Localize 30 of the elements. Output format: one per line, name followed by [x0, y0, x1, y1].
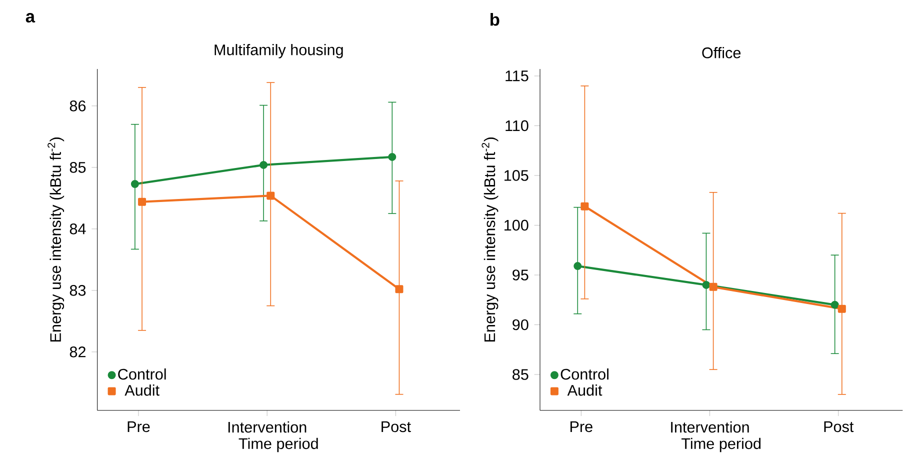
y-tick-label: 105: [504, 170, 528, 181]
y-tick-label: 86: [70, 100, 86, 112]
legend-label: Control: [118, 368, 166, 380]
y-tick-label: 84: [70, 223, 86, 234]
text: a: [26, 13, 36, 23]
y-tick-label: 90: [512, 319, 528, 330]
legend-label: Audit: [124, 384, 160, 396]
legend-label: Control: [560, 368, 608, 380]
y-tick-label: 83: [70, 284, 86, 296]
x-axis-title: Time period: [238, 438, 318, 452]
x-axis-title: Time period: [681, 438, 761, 452]
x-tick-label: Intervention: [228, 421, 306, 433]
legend-label: Audit: [567, 384, 602, 396]
y-tick-label: 110: [506, 120, 528, 132]
x-tick-label: Pre: [128, 421, 150, 432]
y-tick-label: 82: [70, 346, 86, 358]
text: b: [490, 13, 500, 26]
y-tick-label: 85: [512, 369, 528, 380]
x-tick-label: Post: [382, 421, 411, 432]
y-tick-label: 100: [504, 220, 528, 231]
x-tick-label: Intervention: [671, 421, 749, 433]
chart-title: Office: [702, 47, 741, 58]
y-axis-title: Energy use intensity (kBtu ft$^{-2}$): [482, 138, 498, 342]
y-tick-label: 95: [512, 270, 528, 280]
x-tick-label: Post: [824, 421, 854, 432]
y-tick-label: 115: [506, 70, 528, 82]
y-axis-title: Energy use intensity (kBtu ft$^{-2}$): [48, 138, 64, 342]
chart-title: Multifamily housing: [214, 44, 343, 58]
x-tick-label: Pre: [570, 421, 592, 432]
y-tick-label: 85: [70, 162, 86, 173]
